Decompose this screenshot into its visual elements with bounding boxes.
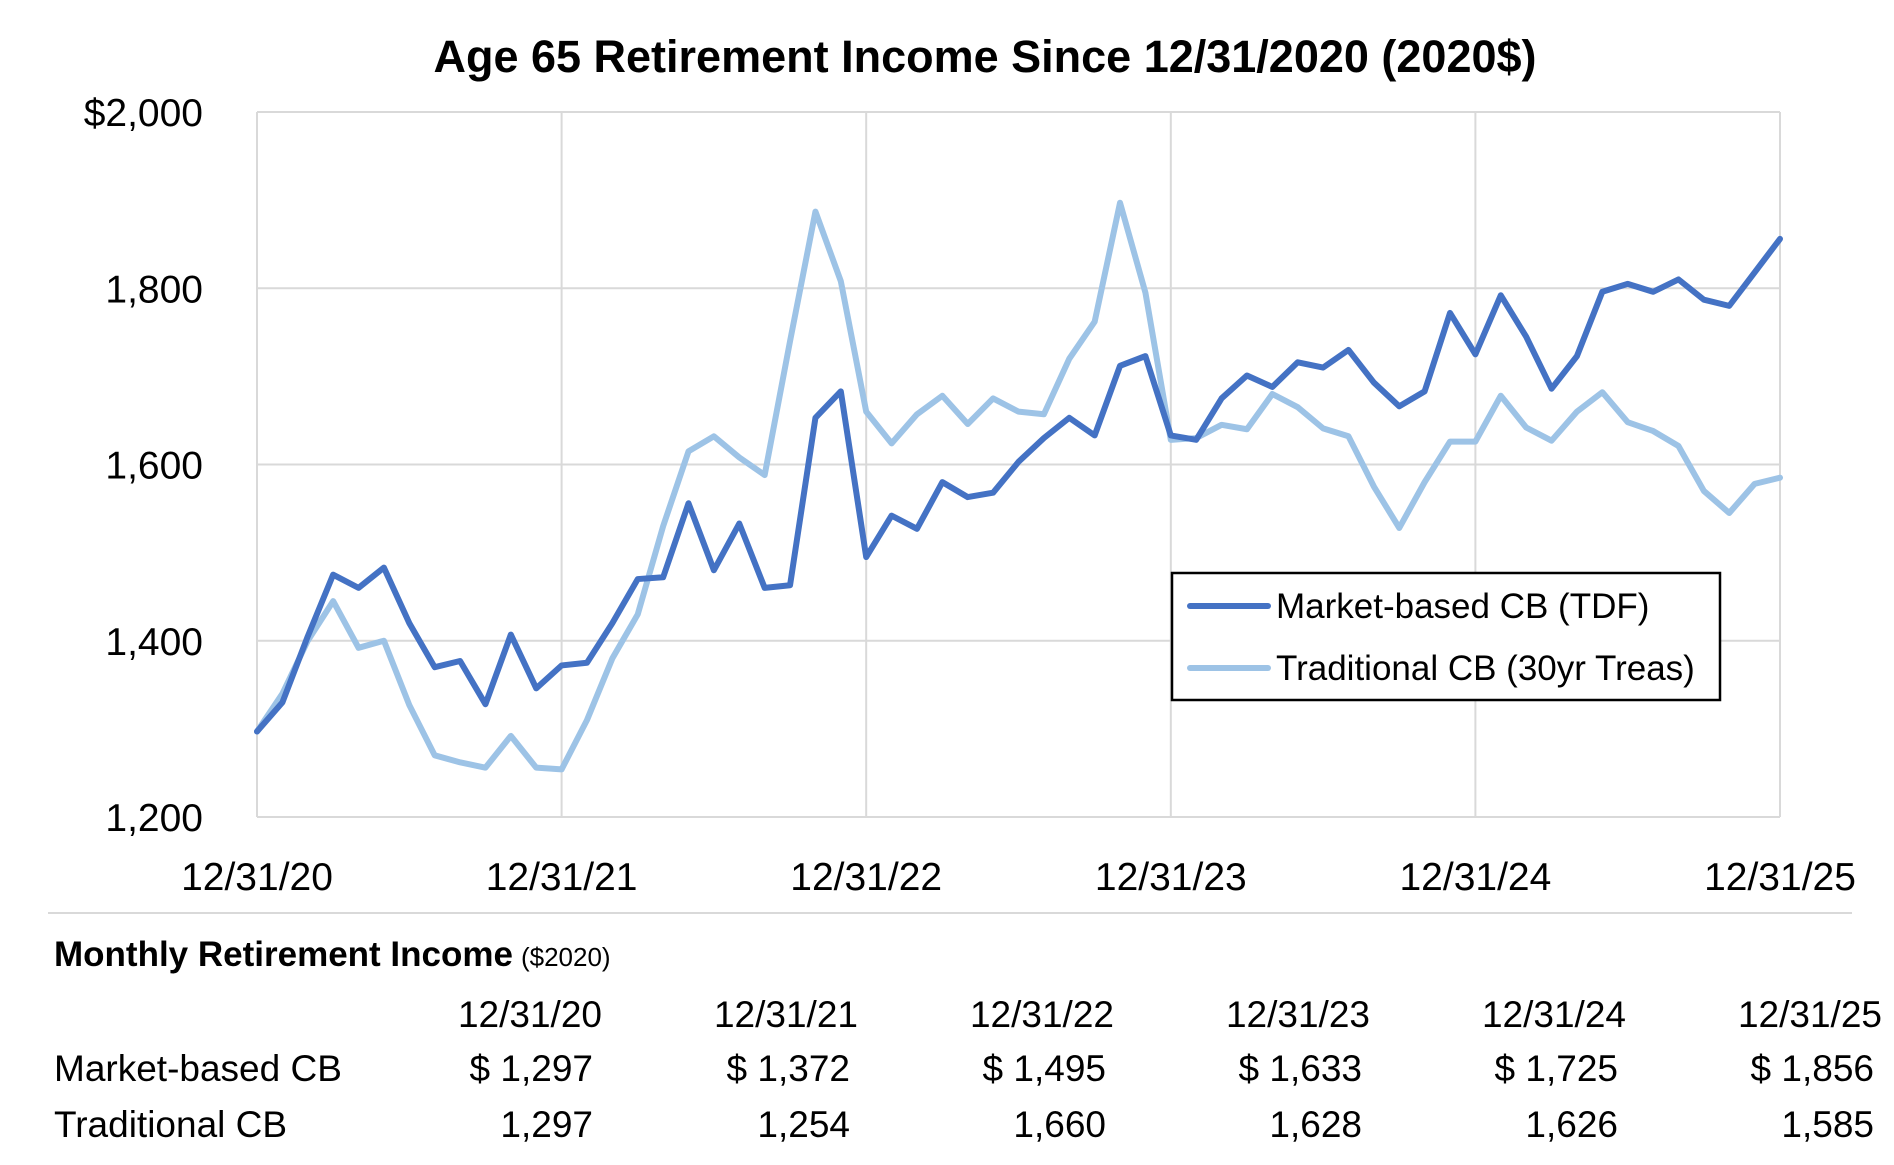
y-tick-label: 1,600 — [105, 445, 203, 488]
series-line-traditional — [254, 199, 1783, 773]
series-line-market-based — [254, 235, 1783, 735]
x-tick-label: 12/31/24 — [1399, 856, 1551, 899]
legend-label-market: Market-based CB (TDF) — [1276, 587, 1649, 626]
axis-labels: $2,000 1,800 1,600 1,400 1,200 12/31/20 12/31/… — [84, 92, 1856, 899]
legend-label-traditional: Traditional CB (30yr Treas) — [1276, 649, 1695, 688]
chart-title: Age 65 Retirement Income Since 12/31/202… — [433, 31, 1536, 82]
y-tick-label: 1,200 — [105, 797, 203, 840]
legend: Market-based CB (TDF) Traditional CB (30… — [1170, 571, 1722, 702]
series-lines — [254, 199, 1783, 773]
y-tick-label: 1,400 — [105, 621, 203, 664]
x-tick-label: 12/31/25 — [1704, 856, 1856, 899]
y-tick-label: $2,000 — [84, 92, 203, 135]
x-tick-label: 12/31/21 — [486, 856, 638, 899]
x-tick-label: 12/31/22 — [790, 856, 942, 899]
y-tick-label: 1,800 — [105, 268, 203, 311]
x-tick-label: 12/31/20 — [181, 856, 333, 899]
legend-box — [1170, 571, 1722, 702]
x-tick-label: 12/31/23 — [1095, 856, 1247, 899]
